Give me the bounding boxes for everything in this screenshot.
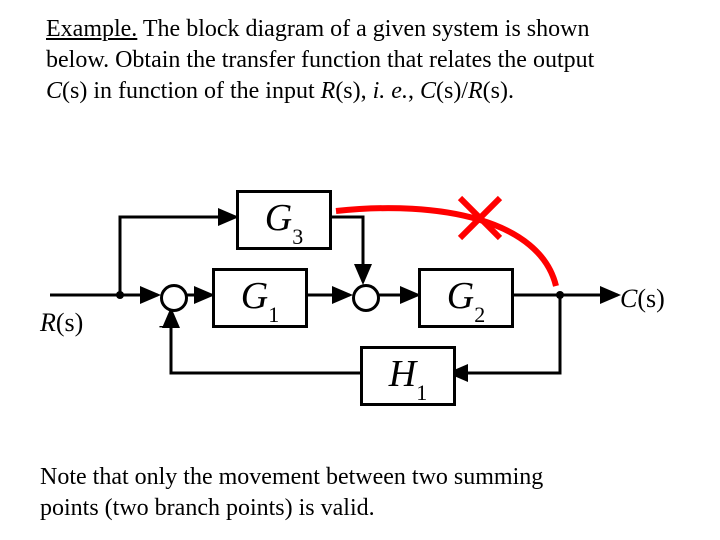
header-C: C	[46, 78, 62, 104]
header-ie: i. e.	[373, 78, 408, 104]
g2-sym: G	[447, 275, 474, 317]
c-paren: (s)	[637, 284, 664, 313]
footer-note: Note that only the movement between two …	[40, 462, 680, 524]
header-l3h: (s)/	[436, 78, 468, 104]
h1-sub: 1	[416, 380, 427, 405]
summing-junction-1	[160, 284, 188, 312]
branch-point	[556, 291, 564, 299]
example-lead: Example.	[46, 16, 137, 42]
header-l3d: (s),	[335, 78, 372, 104]
g1-sym: G	[241, 275, 268, 317]
input-label-R: R(s)	[40, 308, 83, 338]
problem-statement: Example. The block diagram of a given sy…	[46, 14, 686, 108]
r-paren: (s)	[56, 308, 83, 337]
g3-sub: 3	[292, 224, 303, 249]
g3-sym: G	[265, 197, 292, 239]
header-R: R	[321, 78, 336, 104]
header-l3j: (s).	[483, 78, 514, 104]
header-R2: R	[468, 78, 483, 104]
summing-junction-2	[352, 284, 380, 312]
footer-l1: Note that only the movement between two …	[40, 464, 543, 490]
g2-sub: 2	[474, 302, 485, 327]
g1-sub: 1	[268, 302, 279, 327]
footer-l2: points (two branch points) is valid.	[40, 495, 375, 521]
block-g2: G2	[418, 268, 514, 328]
branch-point	[116, 291, 124, 299]
header-l3f: ,	[408, 78, 420, 104]
block-g3: G3	[236, 190, 332, 250]
header-l2: below. Obtain the transfer function that…	[46, 47, 594, 73]
header-l1: The block diagram of a given system is s…	[137, 16, 589, 42]
block-g1: G1	[212, 268, 308, 328]
block-diagram: − G3 G1 G2 H1 R(s) C(s)	[40, 180, 680, 420]
block-h1: H1	[360, 346, 456, 406]
r-sym: R	[40, 308, 56, 337]
h1-sym: H	[389, 353, 416, 395]
header-C2: C	[420, 78, 436, 104]
minus-sign: −	[158, 312, 174, 344]
output-label-C: C(s)	[620, 284, 665, 314]
c-sym: C	[620, 284, 637, 313]
header-l3b: (s) in function of the input	[62, 78, 321, 104]
